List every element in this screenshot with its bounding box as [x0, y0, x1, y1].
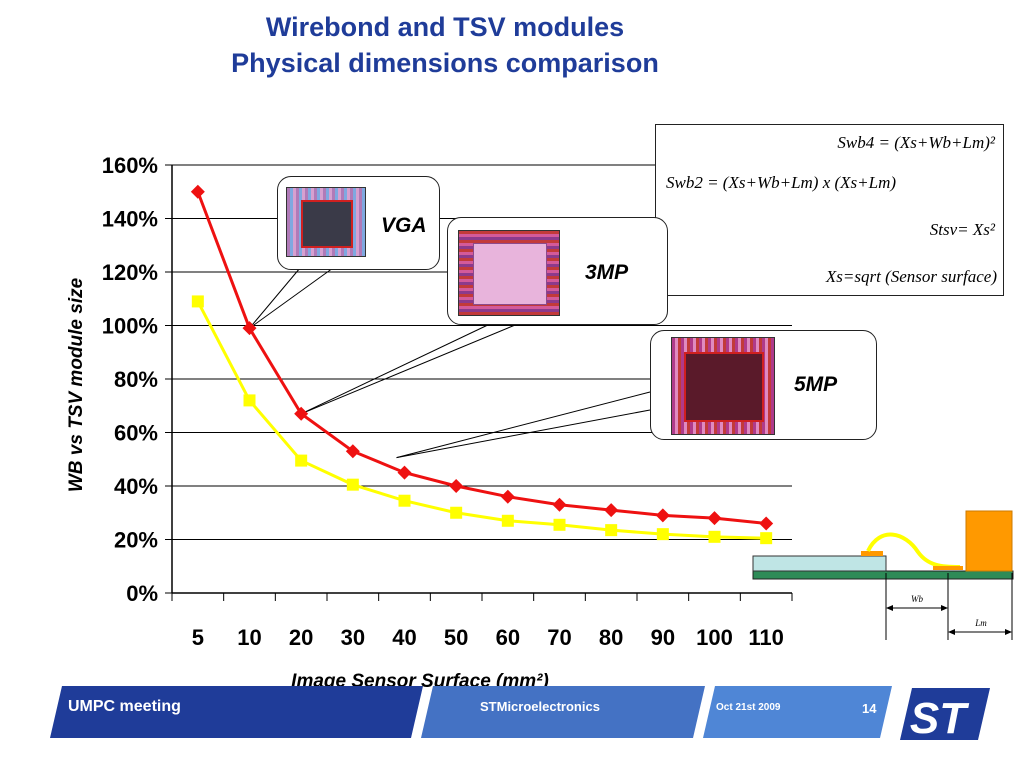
data-point [242, 321, 257, 336]
data-point [655, 508, 670, 523]
x-tick-label: 110 [748, 625, 784, 650]
data-point [708, 530, 721, 543]
sensor-die [752, 555, 887, 572]
x-tick-label: 30 [341, 625, 365, 650]
x-tick-label: 90 [651, 625, 675, 650]
data-point [345, 444, 360, 459]
vga-chip-image [286, 187, 366, 257]
x-tick-label: 10 [237, 625, 261, 650]
data-point [759, 516, 774, 531]
footer-dark-segment [50, 686, 423, 738]
footer-company: STMicroelectronics [480, 699, 600, 714]
x-tick-label: 70 [547, 625, 571, 650]
lm-label: Lm [974, 618, 987, 628]
x-tick-label: 80 [599, 625, 623, 650]
y-tick-label: 80% [114, 367, 158, 392]
data-point [397, 465, 412, 480]
x-tick-label: 20 [289, 625, 313, 650]
data-point [190, 184, 205, 199]
vga-callout: VGA [277, 176, 440, 270]
y-tick-label: 100% [102, 314, 158, 339]
x-tick-label: 100 [696, 625, 733, 650]
y-tick-label: 40% [114, 474, 158, 499]
footer-mid-segment [421, 686, 705, 738]
x-tick-label: 50 [444, 625, 468, 650]
data-point [295, 454, 308, 467]
y-tick-label: 60% [114, 421, 158, 446]
package-diagram: Wb Lm [752, 510, 1014, 640]
lens-mount [965, 510, 1013, 572]
5mp-callout: 5MP [650, 330, 877, 440]
3mp-label: 3MP [585, 261, 629, 284]
data-point [656, 528, 669, 541]
data-point [501, 514, 514, 527]
x-tick-label: 60 [496, 625, 520, 650]
data-point [604, 503, 619, 518]
formula-box: Swb4 = (Xs+Wb+Lm)² Swb2 = (Xs+Wb+Lm) x (… [655, 124, 1004, 296]
series-line-2 [196, 300, 767, 540]
y-axis-label: WB vs TSV module size [66, 277, 87, 492]
5mp-label: 5MP [794, 373, 838, 396]
callout-leader-line [300, 322, 521, 415]
formula-swb2: Swb2 = (Xs+Wb+Lm) x (Xs+Lm) [666, 173, 897, 192]
data-point [449, 479, 464, 493]
y-tick-label: 140% [102, 207, 158, 232]
bond-pad [861, 551, 883, 556]
slide-title-line1: Wirebond and TSV modules [265, 12, 625, 42]
wb-label: Wb [911, 594, 923, 604]
callout-leader-line [396, 409, 651, 459]
slide-title-line2: Physical dimensions comparison [231, 48, 659, 78]
y-tick-label: 160% [102, 153, 158, 178]
callout-leader-line [300, 322, 493, 415]
data-point [450, 506, 463, 519]
x-tick-label: 5 [192, 625, 204, 650]
substrate-pad [933, 566, 963, 570]
footer-date: Oct 21st 2009 [716, 702, 781, 713]
package-substrate [752, 570, 1014, 580]
x-tick-label: 40 [392, 625, 416, 650]
y-tick-label: 0% [126, 581, 158, 606]
series-line-1 [196, 191, 767, 525]
callout-leader-line [249, 267, 301, 329]
data-point [552, 497, 567, 512]
data-point [398, 494, 411, 507]
vga-label: VGA [381, 214, 427, 237]
data-point [294, 406, 309, 421]
formula-stsv: Stsv= Xs² [929, 220, 995, 239]
footer-bar: ST [50, 686, 990, 743]
data-point [243, 394, 256, 407]
data-point [500, 489, 515, 504]
data-point [760, 532, 773, 545]
3mp-callout: 3MP [447, 217, 668, 325]
footer-light-segment [703, 686, 892, 738]
formula-xs: Xs=sqrt (Sensor surface) [825, 267, 997, 286]
data-point [605, 524, 618, 537]
footer-page-number: 14 [862, 701, 877, 716]
3mp-chip-image [458, 230, 560, 316]
data-point [346, 478, 359, 491]
svg-text:ST: ST [910, 694, 969, 743]
y-tick-label: 20% [114, 528, 158, 553]
5mp-chip-image [671, 337, 775, 435]
st-logo: ST [900, 688, 990, 743]
data-point [707, 511, 722, 526]
data-point [553, 518, 566, 531]
data-point [191, 295, 204, 308]
callout-leader-line [396, 391, 651, 459]
callout-leader-line [249, 267, 334, 329]
footer-meeting: UMPC meeting [68, 698, 181, 715]
y-tick-label: 120% [102, 260, 158, 285]
formula-swb4: Swb4 = (Xs+Wb+Lm)² [837, 133, 995, 152]
